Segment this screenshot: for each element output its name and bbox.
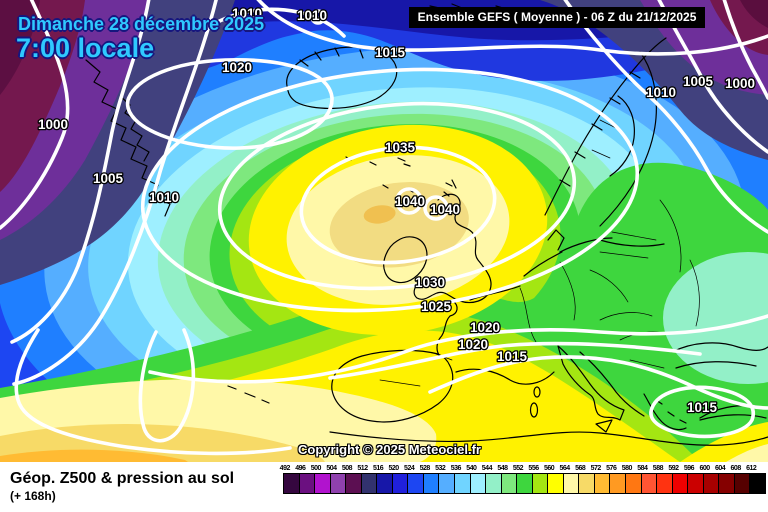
- scale-color-swatch: [733, 473, 751, 494]
- scale-value-label: 552: [512, 465, 524, 472]
- scale-color-swatch: [329, 473, 347, 494]
- scale-value-label: 496: [295, 465, 306, 472]
- scale-value-label: 524: [404, 465, 415, 472]
- isobar-label: 1030: [415, 275, 445, 290]
- scale-value-label: 600: [699, 465, 710, 472]
- scale-value-label: 560: [543, 465, 555, 472]
- scale-color-swatch: [702, 473, 720, 494]
- scale-color-swatch: [625, 473, 642, 494]
- scale-color-swatch: [562, 473, 580, 494]
- isobar-label: 1005: [93, 171, 124, 186]
- scale-color-swatch: [298, 473, 316, 494]
- map-canvas: 1010 1010 1015 1020 1000 1005 1010 1035 1040 1040…: [0, 0, 768, 462]
- scale-value-label: 564: [559, 465, 571, 472]
- date-text: Dimanche 28 décembre 2025: [18, 14, 265, 34]
- scale-value-label: 556: [528, 465, 539, 472]
- scale-value-label: 604: [714, 465, 726, 472]
- scale-value-label: 532: [435, 465, 446, 472]
- isobar-label: 1010: [232, 6, 262, 21]
- isobar-label: 1025: [421, 299, 452, 314]
- isobar-label: 1005: [683, 74, 714, 89]
- isobar-label: 1035: [385, 140, 416, 155]
- scale-value-label: 548: [497, 465, 508, 472]
- scale-color-swatch: [593, 473, 611, 494]
- scale-value-label: 520: [388, 465, 400, 472]
- isobar-label: 1020: [458, 337, 488, 352]
- scale-color-swatch: [578, 473, 595, 494]
- scale-color-swatch: [547, 473, 564, 494]
- scale-color-swatch: [749, 473, 766, 494]
- scale-value-label: 572: [590, 465, 602, 472]
- isobar-label: 1040: [395, 194, 425, 209]
- scale-color-swatch: [500, 473, 518, 494]
- scale-value-label: 512: [357, 465, 368, 472]
- isobar-label: 1010: [149, 190, 179, 205]
- legend-bar: Géop. Z500 & pression au sol (+ 168h) 49…: [0, 462, 768, 512]
- isobar-label: 1020: [470, 320, 500, 335]
- scale-color-swatch: [609, 473, 627, 494]
- scale-color-swatch: [531, 473, 549, 494]
- isobar-label: 1015: [497, 349, 528, 364]
- isobar-label: 1020: [222, 60, 252, 75]
- scale-color-swatch: [718, 473, 735, 494]
- scale-value-label: 568: [575, 465, 586, 472]
- model-run-banner: Ensemble GEFS ( Moyenne ) - 06 Z du 21/1…: [409, 7, 705, 28]
- scale-value-label: 492: [279, 465, 291, 472]
- scale-color-swatch: [671, 473, 689, 494]
- scale-value-label: 596: [683, 465, 695, 472]
- scale-color-swatch: [485, 473, 502, 494]
- isobar-label: 1010: [297, 8, 327, 23]
- color-scale-swatches: [283, 473, 766, 494]
- scale-value-label: 584: [637, 465, 648, 472]
- scale-value-label: 576: [606, 465, 617, 472]
- scale-value-label: 608: [730, 465, 742, 472]
- scale-color-swatch: [422, 473, 440, 494]
- isobar-label: 1000: [725, 76, 755, 91]
- scale-color-swatch: [391, 473, 409, 494]
- legend-title: Géop. Z500 & pression au sol: [10, 470, 235, 487]
- scale-color-swatch: [656, 473, 673, 494]
- isobar-label: 1040: [430, 202, 460, 217]
- scale-color-swatch: [283, 473, 300, 494]
- isobar-labels: 1010 1010 1015 1020 1000 1005 1010 1035 1040 1040…: [37, 5, 757, 417]
- scale-value-label: 536: [450, 465, 462, 472]
- scale-value-label: 516: [372, 465, 384, 472]
- scale-color-swatch: [438, 473, 456, 494]
- isobar-label: 1010: [646, 85, 676, 100]
- scale-value-label: 544: [481, 465, 493, 472]
- scale-value-label: 508: [341, 465, 353, 472]
- copyright-text: Copyright © 2025 Meteociel.fr: [298, 442, 481, 457]
- map-area: 1010 1010 1015 1020 1000 1005 1010 1035 1040 1040…: [0, 0, 768, 462]
- legend-forecast-hour: (+ 168h): [10, 489, 56, 503]
- scale-value-label: 592: [668, 465, 679, 472]
- scale-color-swatch: [407, 473, 424, 494]
- color-scale-labels: 492 496 500 504 508 512 516 520 524 528 532 536 540 5…: [277, 465, 759, 472]
- isobar-label: 1015: [375, 45, 406, 60]
- scale-value-label: 580: [621, 465, 633, 472]
- scale-color-swatch: [687, 473, 704, 494]
- scale-color-swatch: [314, 473, 331, 494]
- scale-color-swatch: [516, 473, 533, 494]
- coastlines: [85, 3, 768, 446]
- scale-color-swatch: [376, 473, 393, 494]
- scale-value-label: 588: [652, 465, 664, 472]
- scale-color-swatch: [360, 473, 378, 494]
- scale-value-label: 540: [466, 465, 477, 472]
- scale-value-label: 500: [310, 465, 322, 472]
- isobar-label: 1000: [38, 117, 68, 132]
- time-text: 7:00 locale: [16, 33, 155, 63]
- color-scale: 492 496 500 504 508 512 516 520 524 528 532 536 540 5…: [280, 465, 766, 494]
- scale-value-label: 504: [326, 465, 337, 472]
- scale-color-swatch: [345, 473, 362, 494]
- isobar-label: 1015: [687, 400, 718, 415]
- scale-color-swatch: [454, 473, 471, 494]
- scale-value-label: 612: [746, 465, 757, 472]
- scale-color-swatch: [640, 473, 658, 494]
- scale-value-label: 528: [419, 465, 431, 472]
- scale-color-swatch: [469, 473, 487, 494]
